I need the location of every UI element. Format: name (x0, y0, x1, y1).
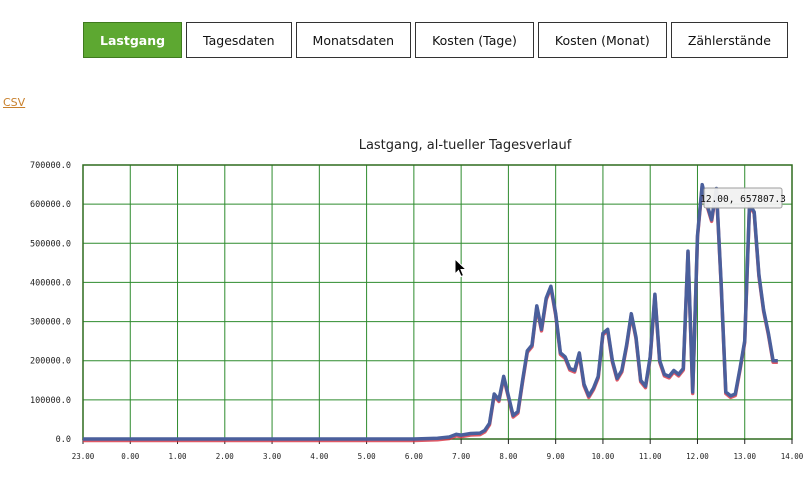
x-tick-label: 3.00 (263, 452, 282, 461)
x-tick-label: 23.00 (72, 452, 95, 461)
x-tick-label: 5.00 (358, 452, 377, 461)
y-tick-label: 600000.0 (30, 200, 71, 210)
tab-kosten-tage[interactable]: Kosten (Tage) (415, 22, 534, 58)
x-tick-label: 12.00 (686, 452, 709, 461)
x-tick-label: 8.00 (499, 452, 518, 461)
x-tick-label: 1.00 (169, 452, 188, 461)
x-tick-label: 4.00 (310, 452, 329, 461)
tab-kosten-monat[interactable]: Kosten (Monat) (537, 22, 667, 58)
x-tick-label: 0.00 (121, 452, 140, 461)
tab-tagesdaten[interactable]: Tagesdaten (186, 22, 292, 58)
chart-axis-labels: 23.00 0.00 1.00 2.00 3.00 4.00 5.00 6.00 7.00 8.0… (30, 161, 804, 461)
y-tick-label: 500000.0 (30, 239, 71, 249)
y-tick-label: 200000.0 (30, 357, 71, 367)
x-tick-label: 9.00 (547, 452, 566, 461)
x-tick-label: 2.00 (216, 452, 235, 461)
tooltip-text: 12.00, 657807.3 (700, 194, 786, 205)
x-tick-label: 11.00 (639, 452, 662, 461)
y-tick-label: 0.0 (56, 435, 71, 445)
tab-zaehlerstaende[interactable]: Zählerstände (670, 22, 788, 58)
tab-bar: Lastgang Tagesdaten Monatsdaten Kosten (… (83, 22, 788, 60)
mouse-cursor-icon (454, 258, 468, 278)
y-tick-label: 100000.0 (30, 396, 71, 406)
tab-monatsdaten[interactable]: Monatsdaten (295, 22, 412, 58)
x-tick-label: 7.00 (452, 452, 471, 461)
chart-tooltip: 12.00, 657807.3 (700, 187, 786, 209)
csv-download-link[interactable]: CSV (3, 96, 26, 109)
x-tick-label: 10.00 (592, 452, 615, 461)
chart-title: Lastgang, al-tueller Tagesverlauf (359, 138, 572, 153)
x-tick-label: 13.00 (733, 452, 756, 461)
x-tick-label: 6.00 (405, 452, 424, 461)
x-tick-label: 14.00 (781, 452, 804, 461)
tooltip-box (703, 187, 783, 209)
tab-lastgang[interactable]: Lastgang (83, 22, 183, 58)
chart-series (83, 182, 778, 443)
series-line-shadow (83, 184, 778, 443)
lastgang-chart: Lastgang, al-tueller Tagesverlauf 23.00 0… (30, 138, 804, 461)
y-tick-label: 400000.0 (30, 278, 71, 288)
y-tick-label: 700000.0 (30, 161, 71, 171)
series-line (83, 182, 778, 441)
chart-grid (82, 164, 793, 444)
y-tick-label: 300000.0 (30, 318, 71, 328)
